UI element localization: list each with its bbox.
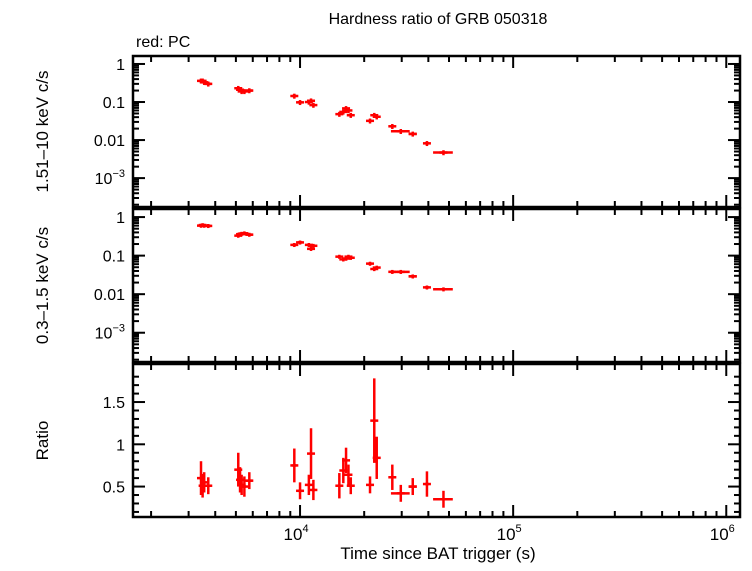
x-tick-label-base: 10 (710, 525, 729, 544)
data-point (346, 112, 355, 118)
y-axis-label: 0.3–1.5 keV c/s (33, 227, 52, 344)
data-point (422, 141, 431, 147)
data-point (342, 447, 351, 474)
y-tick-label-base: 1.5 (103, 395, 125, 412)
y-tick-label-base: 0.01 (94, 133, 125, 150)
x-tick-label-exp: 4 (302, 523, 308, 535)
x-tick-label: 104 (284, 523, 309, 544)
data-point (200, 472, 209, 493)
y-tick-label: 10−3 (95, 168, 125, 188)
data-point (240, 476, 249, 497)
data-point (245, 472, 254, 490)
data-point (366, 118, 375, 124)
y-tick-label-base: 0.5 (103, 480, 125, 497)
y-tick-label-exp: −3 (112, 323, 125, 335)
y-axis-label: Ratio (33, 421, 52, 461)
data-point (245, 88, 254, 94)
y-tick-label-base: 1 (116, 437, 125, 454)
data-point (366, 476, 375, 494)
y-tick-label-base: 0.01 (94, 287, 125, 304)
data-point (408, 131, 417, 137)
data-point (290, 93, 299, 99)
y-tick-label: 10−3 (95, 323, 125, 343)
data-point (433, 150, 453, 156)
data-point (309, 102, 318, 108)
data-point (309, 479, 318, 501)
data-point (307, 98, 316, 104)
data-point (245, 232, 254, 237)
data-point (307, 428, 316, 479)
data-point (408, 274, 417, 279)
data-point (296, 240, 305, 245)
data-point (372, 436, 381, 479)
y-tick-label: 0.1 (103, 249, 125, 266)
data-point (204, 224, 213, 229)
data-point (422, 285, 431, 290)
panel-0: 1 0.1 0.01 10−3 1.51–10 keV c/s (33, 54, 742, 209)
x-tick-label-exp: 6 (729, 523, 735, 535)
panel-frame (131, 207, 742, 364)
x-tick-label-base: 10 (284, 525, 303, 544)
data-point (390, 484, 410, 502)
data-point (366, 261, 375, 266)
data-point (204, 81, 213, 87)
panel-frame (131, 54, 742, 209)
panel-1: 1 0.1 0.01 10−3 0.3–1.5 keV c/s (33, 207, 742, 364)
data-point (290, 242, 299, 248)
x-tick-label: 106 (710, 523, 735, 544)
y-tick-label: 1 (116, 210, 125, 227)
data-point (433, 490, 453, 508)
panel-frame (131, 362, 742, 519)
x-tick-label-base: 10 (497, 525, 516, 544)
data-point (304, 474, 313, 496)
data-point (372, 114, 381, 120)
y-axis-label: 1.51–10 keV c/s (33, 71, 52, 193)
y-tick-label-base: 10 (95, 171, 113, 188)
y-tick-label-base: 10 (95, 326, 113, 343)
y-tick-label-base: 1 (116, 210, 125, 227)
y-tick-label: 0.5 (103, 480, 125, 497)
data-point (339, 109, 348, 115)
data-point (296, 482, 305, 500)
y-tick-label-exp: −3 (112, 168, 125, 180)
x-tick-label: 105 (497, 523, 522, 544)
data-point (290, 448, 299, 483)
y-tick-label: 1 (116, 437, 125, 454)
x-axis-label: Time since BAT trigger (s) (340, 544, 535, 563)
y-tick-label-base: 0.1 (103, 249, 125, 266)
data-point (346, 477, 355, 495)
data-point (307, 246, 316, 251)
data-point (240, 231, 249, 236)
data-point (390, 128, 410, 134)
data-point (309, 243, 318, 248)
chart-title: Hardness ratio of GRB 050318 (329, 11, 548, 28)
data-point (433, 287, 453, 292)
data-point (370, 378, 379, 463)
y-tick-label: 0.1 (103, 95, 125, 112)
data-point (200, 79, 209, 85)
legend-label: red: PC (136, 34, 190, 51)
data-point (204, 477, 213, 495)
data-point (296, 100, 305, 106)
y-tick-label-base: 0.1 (103, 95, 125, 112)
data-point (388, 123, 397, 129)
data-point (408, 478, 417, 496)
panel-2: 0.5 1 1.5 Ratio (33, 362, 742, 519)
data-point (388, 464, 397, 490)
y-tick-label: 1 (116, 57, 125, 74)
data-point (335, 473, 344, 499)
y-tick-label: 1.5 (103, 395, 125, 412)
data-point (372, 265, 381, 270)
data-point (346, 255, 355, 260)
data-point (390, 269, 410, 274)
y-tick-label: 0.01 (94, 287, 125, 304)
data-point (344, 464, 353, 485)
x-tick-label-exp: 5 (516, 523, 522, 535)
data-point (344, 108, 353, 114)
y-tick-label-base: 1 (116, 57, 125, 74)
data-point (422, 471, 431, 497)
y-tick-label: 0.01 (94, 133, 125, 150)
